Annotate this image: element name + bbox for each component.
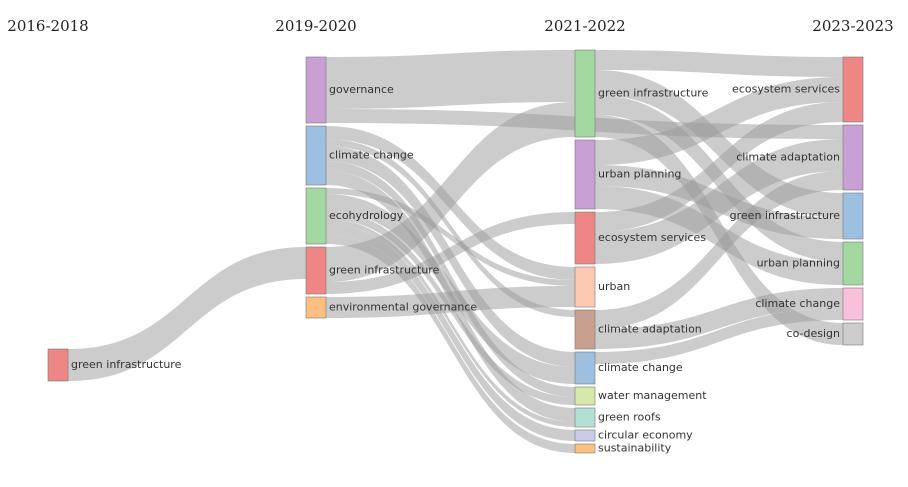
node — [305, 125, 327, 186]
link — [595, 102, 843, 232]
node — [842, 124, 864, 191]
node — [842, 322, 864, 346]
node — [305, 56, 327, 124]
node-label: green infrastructure — [730, 209, 841, 222]
node-label: governance — [329, 83, 394, 96]
link — [595, 171, 843, 329]
node — [574, 266, 596, 308]
node-label: climate adaptation — [598, 323, 702, 336]
node-label: green infrastructure — [329, 264, 440, 277]
node-label: ecosystem services — [732, 83, 840, 96]
node — [305, 246, 327, 295]
column-title: 2016-2018 — [7, 17, 88, 35]
links — [68, 50, 843, 453]
link — [68, 247, 306, 381]
node-label: climate change — [598, 361, 683, 374]
node-label: ecosystem services — [598, 231, 706, 244]
link — [326, 235, 575, 453]
node — [842, 192, 864, 240]
node — [574, 443, 596, 454]
link — [326, 219, 575, 427]
link — [326, 188, 575, 286]
link — [595, 139, 843, 264]
node — [305, 187, 327, 245]
link — [595, 308, 843, 364]
node — [842, 287, 864, 321]
column-title: 2021-2022 — [544, 17, 625, 35]
node-label: green infrastructure — [71, 358, 182, 371]
link — [595, 95, 843, 262]
node-label: climate change — [329, 149, 414, 162]
node-label: green roofs — [598, 411, 661, 424]
node-label: environmental governance — [329, 301, 477, 314]
link — [326, 50, 575, 109]
node-label: urban planning — [598, 168, 681, 181]
node — [305, 296, 327, 319]
link — [595, 70, 843, 218]
column-title: 2023-2023 — [812, 17, 893, 35]
node — [574, 429, 596, 442]
link — [595, 77, 843, 165]
link — [326, 161, 575, 397]
node — [842, 241, 864, 286]
node-label: water management — [598, 389, 707, 402]
link — [326, 224, 575, 441]
link — [326, 286, 575, 318]
node — [574, 49, 596, 138]
node — [842, 56, 864, 123]
node-label: urban planning — [757, 257, 840, 270]
node — [574, 139, 596, 210]
node-label: climate adaptation — [736, 151, 840, 164]
node-label: climate change — [755, 297, 840, 310]
node-label: sustainability — [598, 442, 672, 455]
node — [574, 386, 596, 406]
node — [574, 309, 596, 350]
link — [326, 102, 575, 282]
column-title: 2019-2020 — [275, 17, 356, 35]
link — [326, 139, 575, 317]
link — [595, 288, 843, 349]
node-label: urban — [598, 280, 630, 293]
link — [326, 194, 575, 384]
link — [595, 50, 843, 77]
node-label: green infrastructure — [598, 87, 709, 100]
node-label: co-design — [787, 327, 840, 340]
node — [574, 407, 596, 428]
node — [47, 348, 69, 382]
link — [326, 212, 575, 294]
node-label: circular economy — [598, 429, 693, 442]
node-label: ecohydrology — [329, 209, 404, 222]
node — [574, 351, 596, 385]
node — [574, 211, 596, 265]
